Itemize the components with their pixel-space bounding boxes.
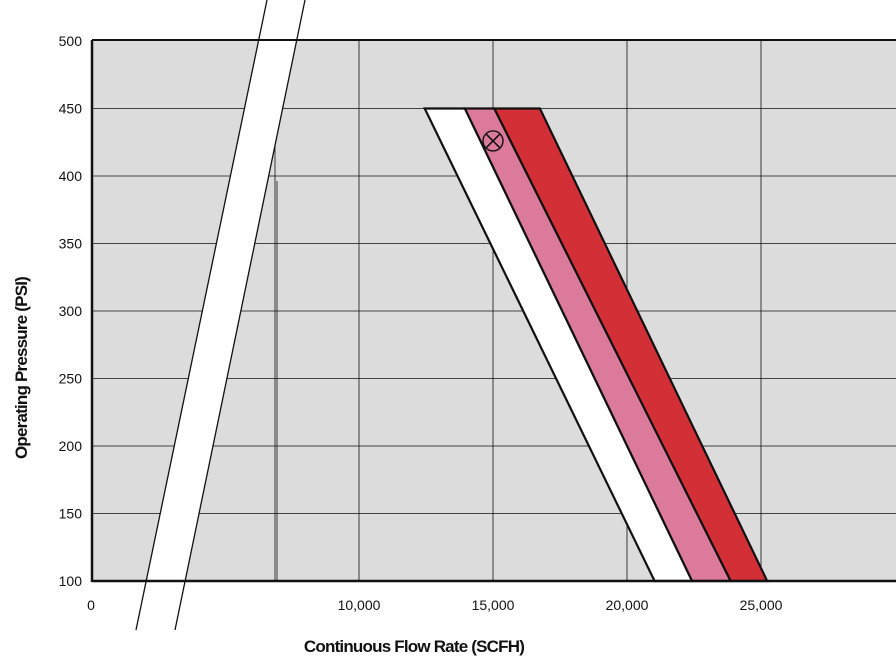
marker (482, 130, 504, 152)
x-tick-labels: 0 10,000 15,000 20,000 25,000 (87, 597, 783, 613)
axis-break-line-left (135, 0, 268, 631)
x-tick-label: 25,000 (740, 597, 783, 613)
axis-break-line-right (174, 0, 306, 631)
marker-circle (482, 130, 504, 152)
y-tick-label: 300 (59, 303, 83, 319)
x-axis-label: Continuous Flow Rate (SCFH) (304, 637, 524, 656)
y-axis-label: Operating Pressure (PSI) (12, 277, 31, 459)
y-tick-label: 350 (59, 236, 83, 252)
y-tick-label: 200 (59, 438, 83, 454)
y-tick-label: 450 (59, 101, 83, 117)
y-tick-label: 150 (59, 506, 83, 522)
y-tick-label: 500 (59, 33, 83, 49)
y-tick-label: 400 (59, 168, 83, 184)
x-tick-label: 0 (87, 597, 95, 613)
marker-cross-b (485, 133, 501, 148)
axis-break-gap (136, 0, 305, 630)
x-tick-label: 15,000 (472, 597, 515, 613)
y-tick-label: 100 (59, 573, 83, 589)
y-tick-labels: 100 150 200 250 300 350 400 450 500 (59, 33, 83, 589)
flow-bands (422, 107, 769, 583)
x-tick-label: 20,000 (606, 597, 649, 613)
y-tick-label: 250 (59, 371, 83, 387)
axis-break (135, 0, 306, 631)
x-tick-label: 10,000 (338, 597, 381, 613)
